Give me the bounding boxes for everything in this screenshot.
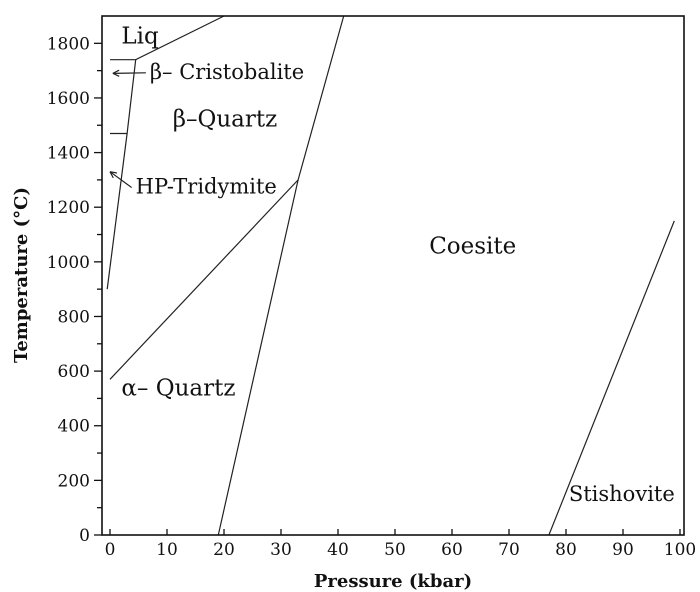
arrow-cristobalite [112, 72, 146, 74]
boundary-tridymite_quartz [106, 133, 128, 290]
boundary-quartz_coesite [217, 15, 345, 536]
phase-boundaries [106, 15, 675, 536]
label-tridymite: HP-Tridymite [136, 175, 277, 199]
y-tick-label: 1800 [47, 34, 90, 54]
x-tick-label: 100 [664, 540, 696, 560]
y-tick-label: 1200 [47, 198, 90, 218]
y-tick-label: 800 [58, 307, 90, 327]
x-axis-title: Pressure (kbar) [314, 571, 472, 592]
y-tick-label: 1400 [47, 144, 90, 164]
x-tick-label: 40 [327, 540, 349, 560]
x-tick-label: 50 [384, 540, 406, 560]
x-tick-label: 70 [498, 540, 520, 560]
arrowhead-cristobalite [112, 69, 120, 77]
y-axis-title: Temperature (°C) [11, 187, 32, 363]
x-tick-label: 20 [213, 540, 235, 560]
boundary-cristobalite_quartz [110, 59, 137, 135]
y-tick-label: 1000 [47, 253, 90, 273]
arrow-tridymite [109, 171, 133, 189]
x-tick-label: 0 [105, 540, 116, 560]
x-tick-label: 80 [555, 540, 577, 560]
y-tick-label: 600 [58, 362, 90, 382]
y-tick-label: 400 [58, 417, 90, 437]
y-tick-label: 1600 [47, 89, 90, 109]
x-tick-label: 10 [156, 540, 178, 560]
boundary-coesite_stishovite [548, 220, 675, 536]
boundary-alpha_beta_quartz [109, 179, 299, 380]
y-tick-label: 200 [58, 471, 90, 491]
label-liq: Liq [121, 23, 159, 49]
x-tick-label: 90 [612, 540, 634, 560]
label-cristobalite: β– Cristobalite [150, 60, 304, 84]
x-tick-label: 60 [441, 540, 463, 560]
x-tick-label: 30 [270, 540, 292, 560]
label-alpha_quartz: α– Quartz [121, 376, 235, 402]
label-beta_quartz: β–Quartz [173, 107, 278, 133]
phase-labels: Liq β– Cristobalite β–Quartz HP-Tridymite Co… [109, 23, 675, 506]
plot-frame [101, 15, 685, 536]
arrowhead-tridymite [109, 171, 118, 179]
label-stishovite: Stishovite [569, 482, 675, 506]
axis-ticks: 0 10 20 30 40 50 60 70 80 90 100020040060080010001… [47, 34, 696, 560]
y-tick-label: 0 [79, 526, 90, 546]
label-coesite: Coesite [429, 234, 516, 260]
